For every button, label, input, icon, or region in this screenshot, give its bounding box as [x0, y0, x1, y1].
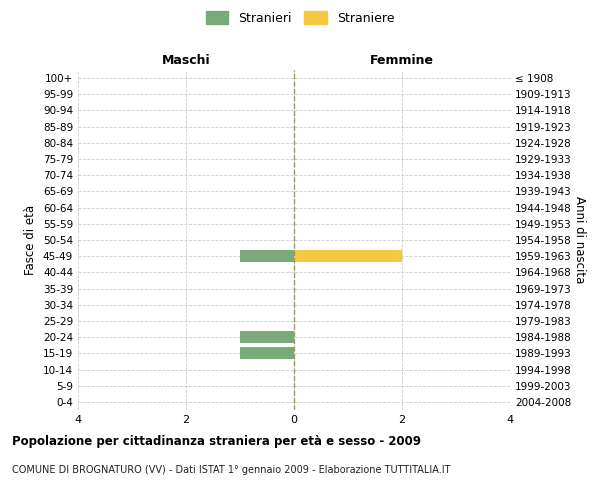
Text: Popolazione per cittadinanza straniera per età e sesso - 2009: Popolazione per cittadinanza straniera p…	[12, 435, 421, 448]
Y-axis label: Anni di nascita: Anni di nascita	[572, 196, 586, 284]
Bar	[240, 250, 294, 262]
Bar	[240, 331, 294, 343]
Bar	[240, 348, 294, 360]
Y-axis label: Fasce di età: Fasce di età	[25, 205, 37, 275]
Legend: Stranieri, Straniere: Stranieri, Straniere	[206, 11, 394, 25]
Text: Femmine: Femmine	[370, 54, 434, 67]
Text: COMUNE DI BROGNATURO (VV) - Dati ISTAT 1° gennaio 2009 - Elaborazione TUTTITALIA: COMUNE DI BROGNATURO (VV) - Dati ISTAT 1…	[12, 465, 451, 475]
Text: Maschi: Maschi	[161, 54, 211, 67]
Bar	[294, 250, 402, 262]
